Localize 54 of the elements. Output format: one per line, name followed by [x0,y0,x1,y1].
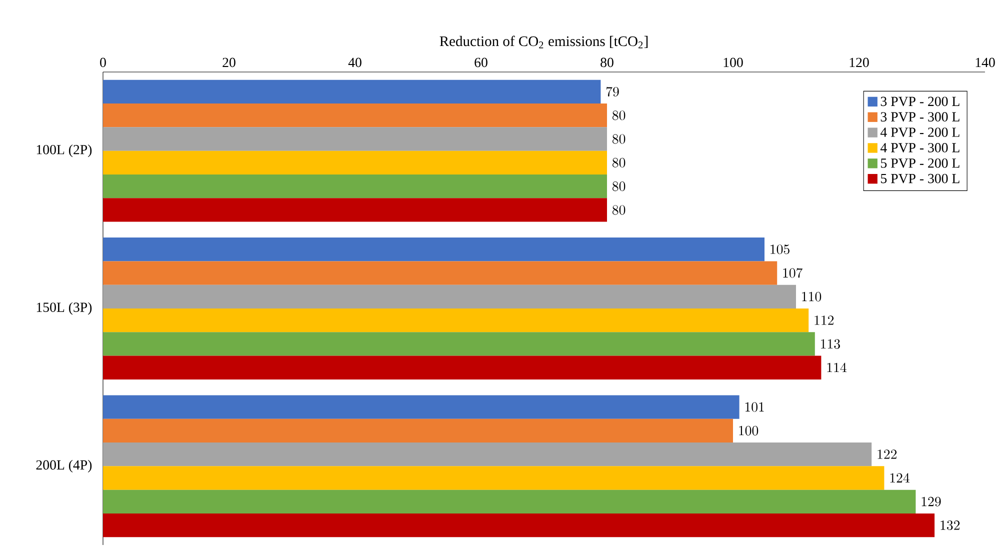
x-tick-label: 100 [724,58,743,68]
data-label: 132 [940,520,960,530]
legend-label: 3 PVP - 200 L [880,96,960,106]
legend-label: 5 PVP - 200 L [881,158,960,168]
data-label: 110 [802,292,822,302]
bar [103,261,778,285]
x-tick-label: 60 [474,58,488,68]
x-tick-label: 120 [850,58,869,68]
legend-label: 5 PVP - 300 L [881,174,960,184]
legend-label: 3 PVP - 300 L [880,112,960,122]
bar [103,513,935,538]
data-label: 114 [827,362,846,372]
data-label: 79 [606,86,619,96]
data-label: 80 [612,158,626,168]
data-label: 80 [612,205,626,215]
data-label: 105 [770,244,790,254]
data-label: 101 [745,402,764,412]
bar [103,442,872,466]
bar [103,238,765,262]
legend-label: 4 PVP - 200 L [880,128,960,138]
x-tick-label: 0 [100,58,106,68]
bar [103,174,608,198]
x-tick-label: 80 [600,58,614,68]
bar [103,150,608,174]
bar [103,332,815,356]
data-label: 80 [612,134,626,144]
bar [103,490,916,514]
x-tick-label: 140 [976,58,995,68]
y-tick-label: 100L (2P) [36,144,92,158]
data-label: 122 [878,450,897,459]
legend-label: 4 PVP - 300 L [880,143,960,152]
data-label: 100 [739,426,758,436]
x-tick-label: 40 [348,58,362,68]
bar [103,418,734,443]
bar [103,127,608,151]
bar [103,308,809,332]
bar [103,356,822,380]
y-tick-label: 200L (4P) [36,460,92,472]
x-tick-label: 20 [222,58,236,68]
y-tick-label: 150L (3P) [36,302,92,315]
data-label: 129 [922,496,941,506]
data-label: 80 [612,182,626,192]
data-label: 107 [783,268,803,278]
bar [103,466,884,490]
x-axis-title: Reduction of CO$_{2}$ emissions [tCO$_{2}$] [440,36,648,48]
data-label: 80 [612,110,626,120]
bar [103,104,608,128]
bar [103,80,601,104]
data-label: 124 [890,473,910,482]
bar [103,395,740,419]
data-label: 113 [821,339,840,349]
bar [103,284,796,309]
data-label: 112 [814,316,834,325]
bar [103,198,608,222]
